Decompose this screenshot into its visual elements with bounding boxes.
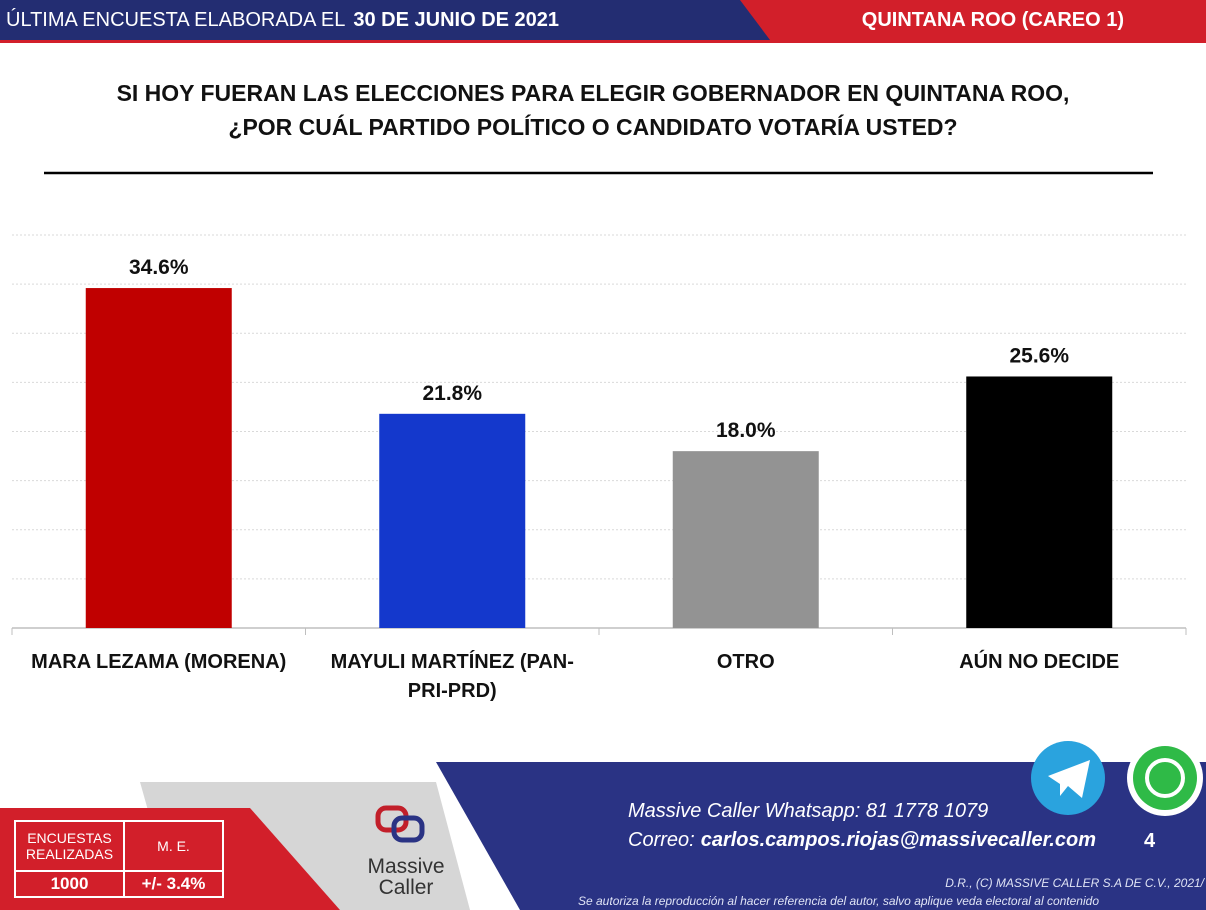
whatsapp-line: Massive Caller Whatsapp: 81 1778 1079 xyxy=(628,800,988,823)
email-line: Correo: carlos.campos.riojas@massivecalle… xyxy=(628,829,1096,852)
footer-navy xyxy=(436,762,1206,910)
chart: 34.6% 21.8% 18.0% 25.6% xyxy=(11,234,1187,635)
x-tick-label: MARA LEZAMA (MORENA) xyxy=(31,651,287,673)
table-header: M. E. xyxy=(123,820,224,872)
logo-word: Caller xyxy=(378,876,434,899)
email-label: Correo: xyxy=(628,829,695,851)
value-label: 21.8% xyxy=(422,382,482,405)
header-lead: ÚLTIMA ENCUESTA ELABORADA EL xyxy=(6,9,346,31)
table-header: ENCUESTAS REALIZADAS xyxy=(14,820,125,872)
logo-text: Massive Caller xyxy=(356,856,456,898)
header-accent xyxy=(740,0,1206,40)
whatsapp-glyph xyxy=(1145,758,1185,798)
header-region: QUINTANA ROO (CAREO 1) xyxy=(861,9,1124,31)
bar xyxy=(672,451,819,628)
value-label: 25.6% xyxy=(1009,344,1069,367)
x-tick-label: AÚN NO DECIDE xyxy=(959,651,1120,673)
bar xyxy=(379,413,526,628)
x-tick-label: MAYULI MARTÍNEZ (PAN-PRI-PRD) xyxy=(330,651,574,702)
logo-word: Massive xyxy=(367,855,445,878)
telegram-glyph xyxy=(1048,760,1090,798)
table-cell: 1000 xyxy=(14,870,125,898)
copyright: D.R., (C) MASSIVE CALLER S.A DE C.V., 20… xyxy=(945,876,1204,890)
header-date: 30 DE JUNIO DE 2021 xyxy=(353,9,560,31)
bar xyxy=(966,376,1113,628)
bar xyxy=(85,288,232,628)
whatsapp-number[interactable]: 81 1778 1079 xyxy=(865,800,989,822)
chart-title: ¿POR CUÁL PARTIDO POLÍTICO O CANDIDATO V… xyxy=(228,114,958,140)
notice: Se autoriza la reproducción al hacer ref… xyxy=(578,894,1099,908)
whatsapp-label: Massive Caller Whatsapp: xyxy=(628,800,861,822)
email[interactable]: carlos.campos.riojas@massivecaller.com xyxy=(700,829,1096,851)
sample-table: ENCUESTAS REALIZADAS M. E. 1000 +/- 3.4% xyxy=(14,820,224,898)
logo-mark xyxy=(391,815,425,843)
header-left: ÚLTIMA ENCUESTA ELABORADA EL 30 DE JUNIO … xyxy=(6,0,559,40)
header-rule xyxy=(0,40,1206,43)
chart-title: SI HOY FUERAN LAS ELECCIONES PARA ELEGIR… xyxy=(116,80,1070,106)
table-cell: +/- 3.4% xyxy=(123,870,224,898)
page-number: 4 xyxy=(1144,830,1156,852)
value-label: 18.0% xyxy=(716,419,776,442)
x-tick-label: OTRO xyxy=(716,651,775,673)
value-label: 34.6% xyxy=(129,256,189,279)
whatsapp-icon xyxy=(1133,746,1197,810)
